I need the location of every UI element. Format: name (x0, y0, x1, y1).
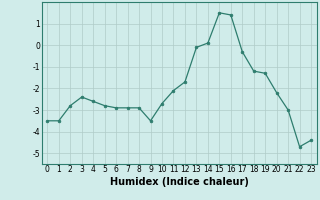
X-axis label: Humidex (Indice chaleur): Humidex (Indice chaleur) (110, 177, 249, 187)
